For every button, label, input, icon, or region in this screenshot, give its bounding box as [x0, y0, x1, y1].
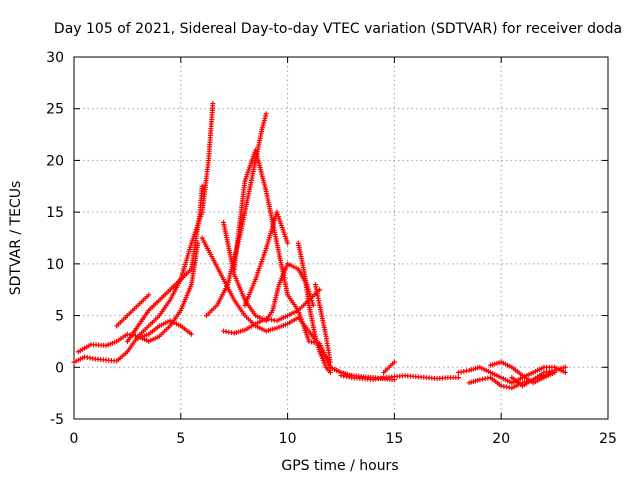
x-tick-label: 25: [599, 431, 617, 447]
data-point: [327, 369, 333, 375]
data-point: [263, 111, 269, 117]
grid: [74, 57, 608, 419]
data-point: [391, 359, 397, 365]
x-tick-label: 15: [385, 431, 403, 447]
y-tick-label: 15: [46, 205, 64, 221]
data-point: [210, 101, 216, 107]
data-point: [310, 302, 316, 308]
x-tick-labels: 0 5 10 15 20 25: [70, 431, 617, 447]
y-tick-label: 5: [55, 309, 64, 325]
series-trace-1: [71, 101, 216, 365]
series-trace-15: [381, 359, 397, 375]
series-trace-3: [114, 292, 152, 329]
series-trace-11: [242, 209, 291, 308]
data-point: [199, 183, 205, 189]
y-tick-label: 0: [55, 360, 64, 376]
series-trace-12: [295, 240, 333, 375]
y-tick-label: 10: [46, 257, 64, 273]
series-trace-4: [124, 183, 205, 344]
x-tick-label: 20: [492, 431, 510, 447]
data-point: [146, 292, 152, 298]
x-tick-label: 10: [279, 431, 297, 447]
data-point: [562, 364, 568, 370]
x-axis-label: GPS time / hours: [281, 458, 398, 474]
y-axis-label: SDTVAR / TECUs: [8, 181, 24, 296]
data-point: [327, 359, 333, 365]
plot-frame: [73, 56, 609, 420]
data-marks: [71, 101, 568, 391]
axis-ticks: [73, 56, 609, 420]
series-trace-13: [312, 282, 333, 365]
x-tick-label: 0: [70, 431, 79, 447]
y-tick-label: -5: [50, 412, 64, 428]
series-trace-19: [509, 364, 568, 389]
data-point: [562, 369, 568, 375]
series-trace-5: [135, 318, 194, 341]
data-point: [188, 331, 194, 337]
x-tick-label: 5: [176, 431, 185, 447]
y-tick-label: 30: [46, 50, 64, 66]
data-point: [455, 375, 461, 381]
y-tick-label: 25: [46, 102, 64, 118]
chart-title: Day 105 of 2021, Sidereal Day-to-day VTE…: [54, 21, 622, 37]
y-tick-label: 20: [46, 153, 64, 169]
data-point: [285, 240, 291, 246]
series-trace-7: [203, 111, 269, 319]
y-tick-labels: -5 0 5 10 15 20 25 30: [46, 50, 64, 428]
series-trace-14: [338, 373, 461, 383]
